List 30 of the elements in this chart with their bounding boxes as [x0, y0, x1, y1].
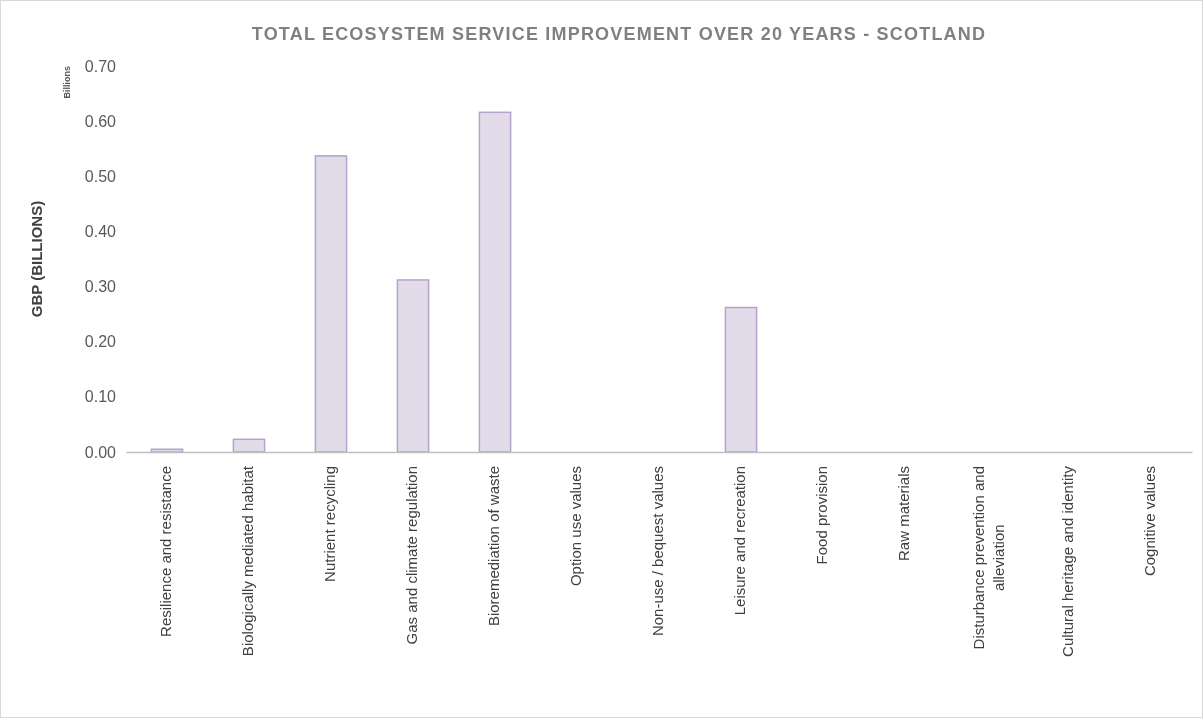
bar: [724, 306, 758, 453]
y-tick-label: 0.50: [84, 167, 117, 185]
y-tick-label: 0.40: [84, 223, 117, 241]
x-tick-label: Non-use / bequest values: [648, 466, 666, 637]
y-tick-label: 0.20: [84, 333, 117, 351]
y-tick-label: 0.60: [84, 112, 117, 130]
x-tick-label: Raw materials: [894, 466, 912, 562]
x-tick-label: Disturbance prevention and alleviation: [970, 466, 1007, 650]
y-tick-label: 0.00: [84, 443, 117, 461]
y-tick-label: 0.70: [84, 57, 117, 75]
bar: [314, 155, 348, 453]
x-tick-label: Food provision: [812, 466, 830, 565]
x-tick-label: Leisure and recreation: [730, 466, 748, 616]
bar: [150, 448, 184, 453]
x-tick-label: Nutrient recycling: [320, 466, 338, 582]
bar: [232, 438, 266, 453]
x-tick-label: Option use values: [566, 466, 584, 587]
x-tick-label: Biologically mediated habitat: [238, 465, 256, 657]
y-axis-title: GBP (BILLIONS): [28, 200, 45, 318]
text: Billions: [62, 66, 72, 99]
x-tick-label: Gas and climate regulation: [402, 466, 420, 645]
x-tick-label: Cognitive values: [1140, 466, 1158, 577]
x-tick-label: Bioremediation of waste: [484, 466, 502, 627]
x-tick-label: Resilience and resistance: [156, 466, 174, 637]
bar: [396, 279, 430, 453]
x-tick-label: Cultural heritage and identity: [1058, 465, 1076, 657]
bar: [478, 111, 512, 453]
chart-title: TOTAL ECOSYSTEM SERVICE IMPROVEMENT OVER 20 YEARS - SCOTLAND: [251, 24, 987, 44]
y-tick-label: 0.30: [84, 278, 117, 296]
y-tick-label: 0.10: [84, 388, 117, 406]
